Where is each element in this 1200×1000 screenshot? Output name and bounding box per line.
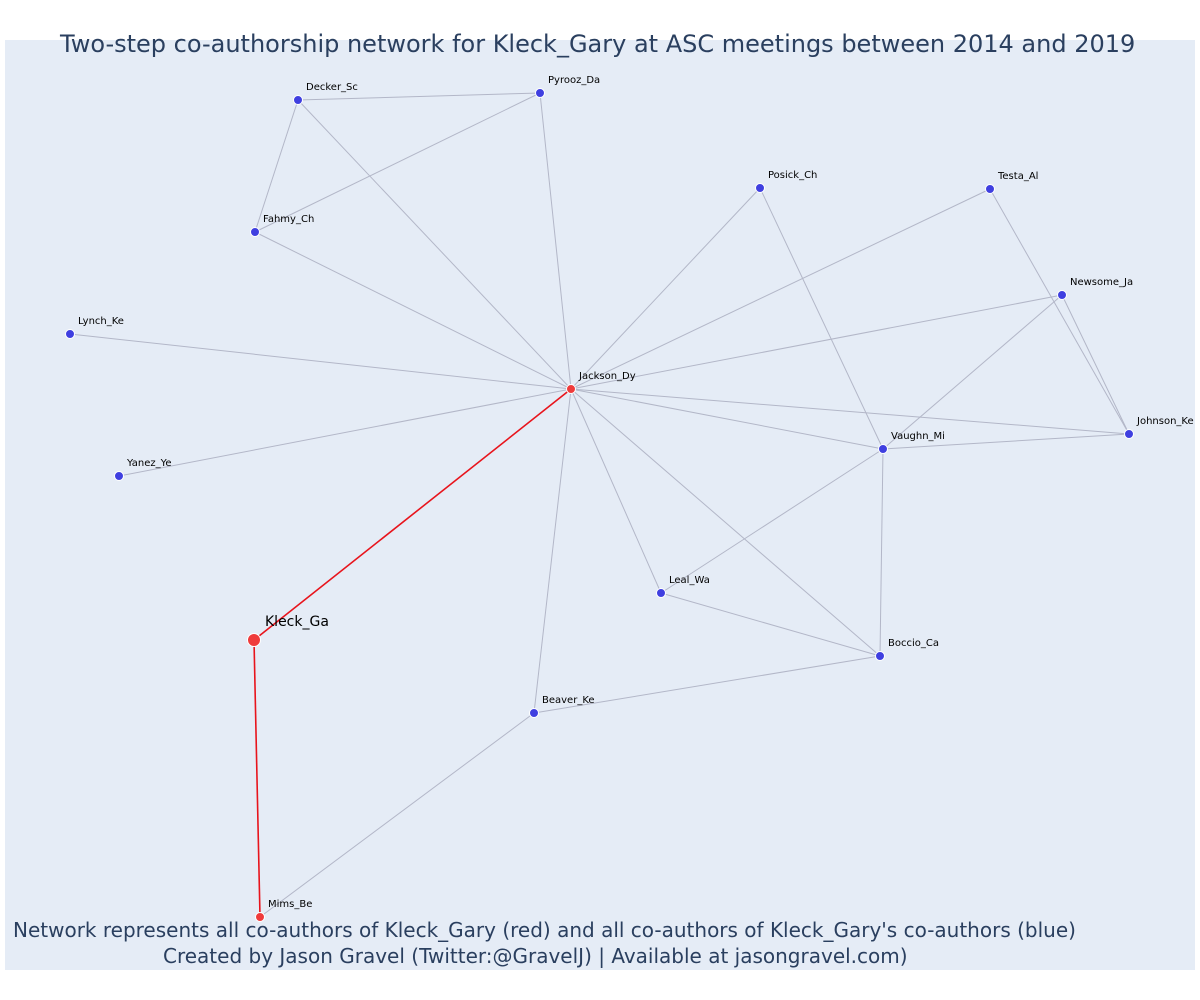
node-beaver-ke[interactable] (529, 708, 539, 718)
node-label-lynch-ke: Lynch_Ke (78, 316, 124, 327)
node-layer (65, 88, 1134, 922)
plot-area (5, 40, 1195, 970)
node-kleck-ga[interactable] (247, 633, 261, 647)
edge-jackson-dy-beaver-ke (533, 388, 572, 714)
node-label-johnson-ke: Johnson_Ke (1136, 416, 1194, 427)
edge-fahmy-ch-jackson-dy (254, 231, 572, 390)
node-posick-ch[interactable] (755, 183, 765, 193)
edge-decker-sc-fahmy-ch (254, 99, 299, 233)
edge-layer (69, 92, 1130, 918)
node-fahmy-ch[interactable] (250, 227, 260, 237)
edge-kleck-ga-mims-be (253, 639, 261, 918)
node-jackson-dy[interactable] (566, 384, 576, 394)
node-lynch-ke[interactable] (65, 329, 75, 339)
node-label-leal-wa: Leal_Wa (669, 575, 710, 586)
node-label-testa-al: Testa_Al (997, 171, 1038, 182)
node-label-mims-be: Mims_Be (268, 899, 312, 910)
edge-posick-ch-vaughn-mi (759, 187, 884, 450)
node-yanez-ye[interactable] (114, 471, 124, 481)
node-decker-sc[interactable] (293, 95, 303, 105)
edge-leal-wa-boccio-ca (660, 592, 881, 657)
figure-title: Two-step co-authorship network for Kleck… (60, 30, 1136, 58)
caption-description: Network represents all co-authors of Kle… (13, 918, 1076, 942)
label-layer: Kleck_Ga Jackson_Dy Mims_Be Decker_Sc Pyrooz… (78, 75, 1194, 910)
edge-decker-sc-pyrooz-da (297, 92, 541, 101)
node-johnson-ke[interactable] (1124, 429, 1134, 439)
edge-pyrooz-da-jackson-dy (539, 92, 572, 390)
node-label-boccio-ca: Boccio_Ca (888, 638, 939, 649)
edge-jackson-dy-boccio-ca (570, 388, 881, 657)
edge-newsome-ja-johnson-ke (1061, 294, 1130, 435)
node-testa-al[interactable] (985, 184, 995, 194)
edge-jackson-dy-johnson-ke (570, 388, 1130, 435)
node-label-kleck-ga: Kleck_Ga (265, 614, 329, 630)
edge-posick-ch-jackson-dy (570, 187, 761, 390)
node-label-beaver-ke: Beaver_Ke (542, 695, 595, 706)
node-boccio-ca[interactable] (875, 651, 885, 661)
edge-newsome-ja-jackson-dy (570, 294, 1063, 390)
edge-lynch-ke-jackson-dy (69, 333, 572, 390)
edge-jackson-dy-vaughn-mi (570, 388, 884, 450)
node-pyrooz-da[interactable] (535, 88, 545, 98)
edge-decker-sc-jackson-dy (297, 99, 572, 390)
node-label-pyrooz-da: Pyrooz_Da (548, 75, 600, 86)
node-label-yanez-ye: Yanez_Ye (126, 458, 172, 469)
node-label-jackson-dy: Jackson_Dy (578, 371, 636, 382)
node-label-fahmy-ch: Fahmy_Ch (263, 214, 314, 225)
node-newsome-ja[interactable] (1057, 290, 1067, 300)
edge-vaughn-mi-johnson-ke (882, 433, 1130, 450)
node-label-decker-sc: Decker_Sc (306, 82, 358, 93)
edge-yanez-ye-jackson-dy (118, 388, 572, 477)
node-leal-wa[interactable] (656, 588, 666, 598)
node-label-posick-ch: Posick_Ch (768, 170, 817, 181)
edge-kleck-ga-jackson-dy (253, 388, 572, 641)
edge-vaughn-mi-leal-wa (660, 448, 884, 594)
caption-credit: Created by Jason Gravel (Twitter:@Gravel… (163, 944, 908, 968)
node-vaughn-mi[interactable] (878, 444, 888, 454)
edge-testa-al-johnson-ke (989, 188, 1130, 435)
node-mims-be[interactable] (255, 912, 265, 922)
node-label-vaughn-mi: Vaughn_Mi (891, 431, 945, 442)
node-label-newsome-ja: Newsome_Ja (1070, 277, 1133, 288)
edge-boccio-ca-beaver-ke (533, 655, 881, 714)
edge-beaver-ke-mims-be (259, 712, 535, 918)
edge-testa-al-jackson-dy (570, 188, 991, 390)
edge-newsome-ja-vaughn-mi (882, 294, 1063, 450)
edge-pyrooz-da-fahmy-ch (254, 92, 541, 233)
edge-vaughn-mi-boccio-ca (879, 448, 884, 657)
edge-jackson-dy-leal-wa (570, 388, 662, 594)
